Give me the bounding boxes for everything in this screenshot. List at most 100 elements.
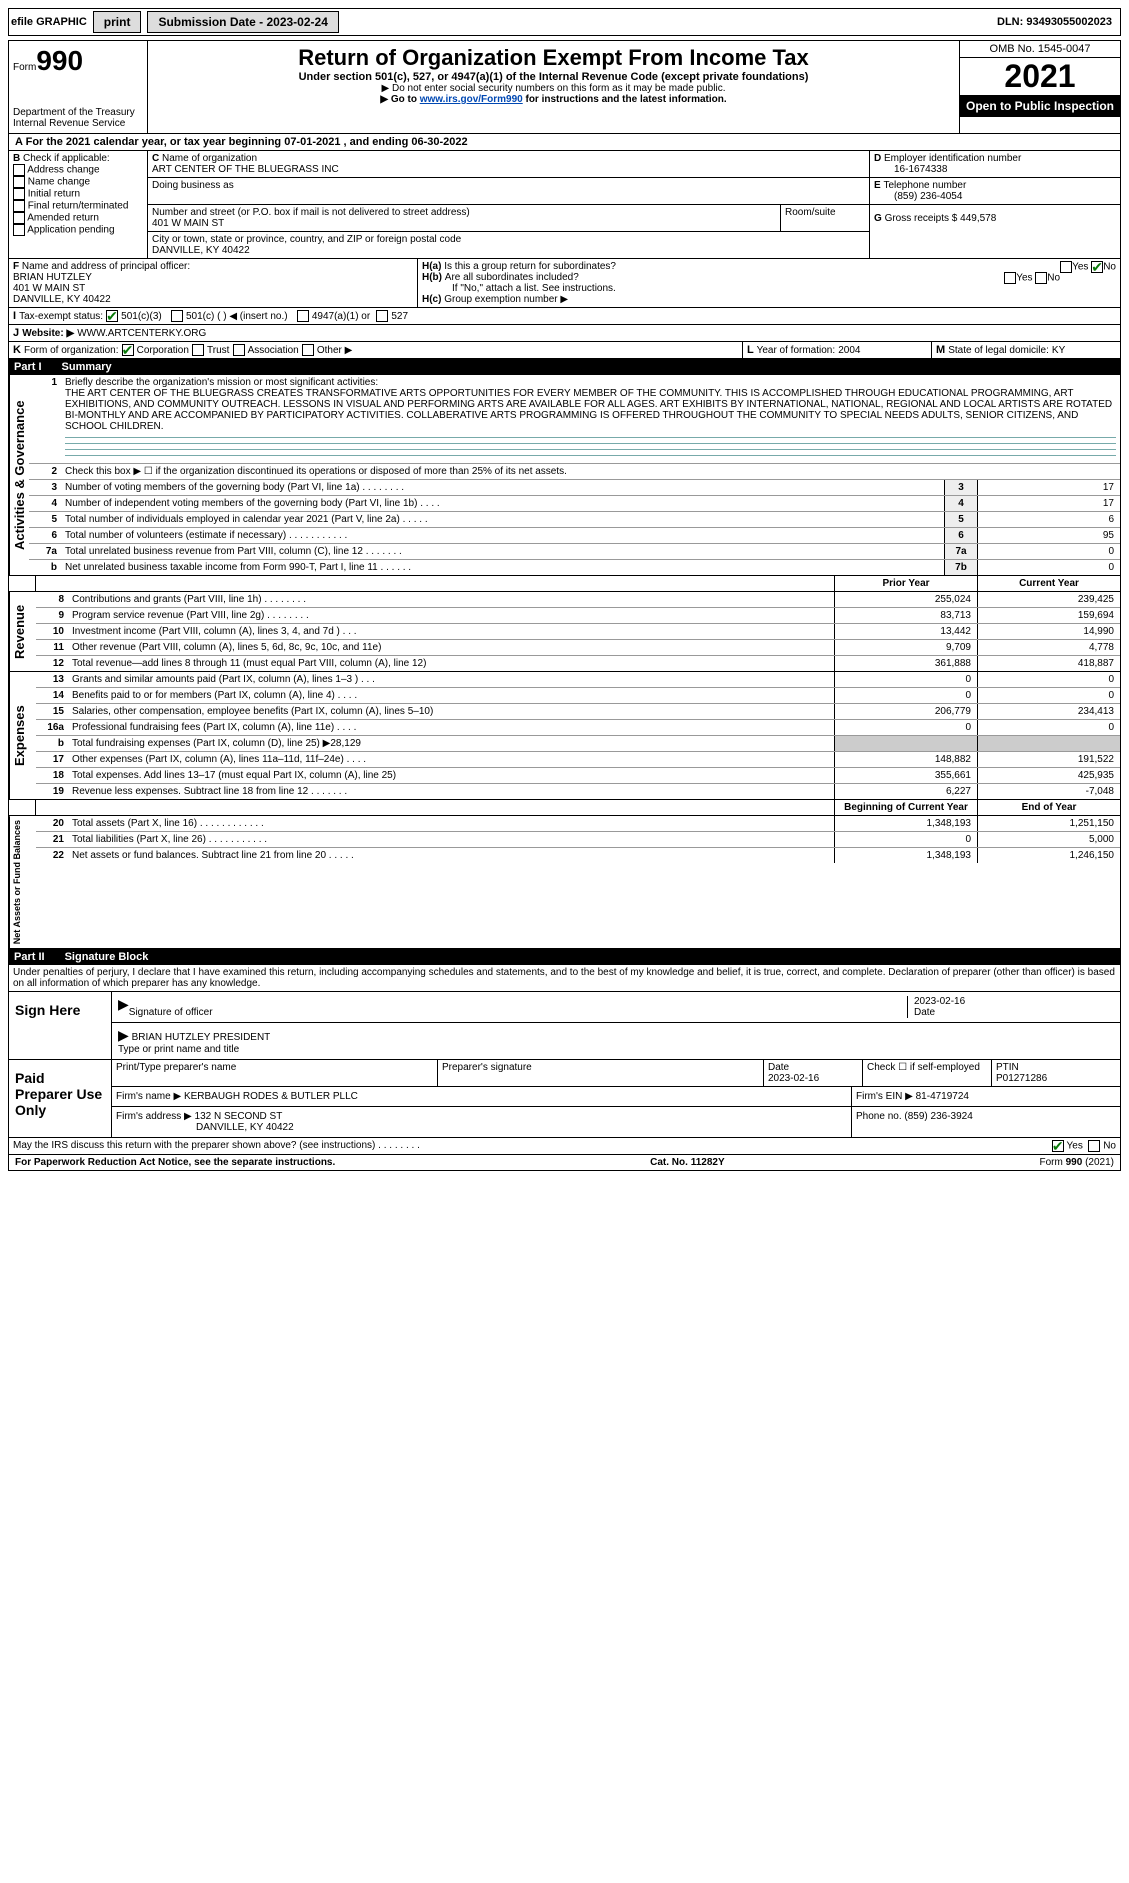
part1-title: Summary bbox=[62, 361, 112, 373]
expenses-section: Expenses 13Grants and similar amounts pa… bbox=[8, 672, 1121, 800]
501c-checkbox[interactable] bbox=[171, 310, 183, 322]
501c3-checkbox[interactable] bbox=[106, 310, 118, 322]
name-change-checkbox[interactable] bbox=[13, 176, 25, 188]
subtitle-1: Under section 501(c), 527, or 4947(a)(1)… bbox=[156, 71, 951, 83]
initial-return-checkbox[interactable] bbox=[13, 188, 25, 200]
na-side-label: Net Assets or Fund Balances bbox=[9, 816, 36, 948]
name-change-label: Name change bbox=[28, 177, 90, 188]
subtitle-2: ▶ Do not enter social security numbers o… bbox=[156, 83, 951, 94]
discuss-yes: Yes bbox=[1067, 1141, 1083, 1152]
addr-change-checkbox[interactable] bbox=[13, 164, 25, 176]
527-label: 527 bbox=[391, 311, 408, 322]
addr-change-label: Address change bbox=[27, 165, 99, 176]
entity-block: B Check if applicable: Address change Na… bbox=[8, 151, 1121, 259]
gross-value: 449,578 bbox=[960, 213, 996, 224]
mission-text: THE ART CENTER OF THE BLUEGRASS CREATES … bbox=[65, 388, 1112, 432]
financial-line: 12Total revenue—add lines 8 through 11 (… bbox=[36, 656, 1120, 671]
l-label: Year of formation: bbox=[757, 345, 836, 356]
officer-addr1: 401 W MAIN ST bbox=[13, 283, 413, 294]
paid-preparer-label: Paid Preparer Use Only bbox=[9, 1060, 112, 1137]
rev-side-label: Revenue bbox=[9, 592, 36, 671]
4947-checkbox[interactable] bbox=[297, 310, 309, 322]
discuss-no: No bbox=[1103, 1141, 1116, 1152]
trust-checkbox[interactable] bbox=[192, 344, 204, 356]
ha-no-checkbox[interactable] bbox=[1091, 261, 1103, 273]
city-value: DANVILLE, KY 40422 bbox=[152, 245, 865, 256]
prior-year-hdr: Prior Year bbox=[834, 576, 977, 591]
firm-ein-value: 81-4719724 bbox=[916, 1091, 969, 1102]
declaration-text: Under penalties of perjury, I declare th… bbox=[9, 965, 1120, 991]
firm-name-label: Firm's name ▶ bbox=[116, 1091, 181, 1102]
ha-label: Is this a group return for subordinates? bbox=[444, 261, 616, 272]
form990-link[interactable]: www.irs.gov/Form990 bbox=[420, 94, 523, 105]
gross-label: Gross receipts $ bbox=[885, 213, 958, 224]
c-name-label: Name of organization bbox=[162, 153, 257, 164]
app-pending-label: Application pending bbox=[27, 225, 114, 236]
exp-side-label: Expenses bbox=[9, 672, 36, 799]
col-hdr-row: Prior Year Current Year bbox=[8, 576, 1121, 592]
form-prefix: Form bbox=[13, 62, 36, 73]
submission-date-button[interactable]: Submission Date - 2023-02-24 bbox=[147, 11, 338, 33]
527-checkbox[interactable] bbox=[376, 310, 388, 322]
amended-return-checkbox[interactable] bbox=[13, 212, 25, 224]
financial-line: bTotal fundraising expenses (Part IX, co… bbox=[36, 736, 1120, 752]
f-h-row: F Name and address of principal officer:… bbox=[8, 259, 1121, 308]
corp-checkbox[interactable] bbox=[122, 344, 134, 356]
officer-name: BRIAN HUTZLEY bbox=[13, 272, 413, 283]
ha-yes: Yes bbox=[1072, 262, 1088, 273]
firm-addr1: 132 N SECOND ST bbox=[195, 1111, 283, 1122]
4947-label: 4947(a)(1) or bbox=[312, 311, 370, 322]
hb-label: Are all subordinates included? bbox=[445, 272, 579, 283]
financial-line: 19Revenue less expenses. Subtract line 1… bbox=[36, 784, 1120, 799]
goto-post: for instructions and the latest informat… bbox=[523, 94, 727, 105]
initial-return-label: Initial return bbox=[28, 189, 80, 200]
discuss-row: May the IRS discuss this return with the… bbox=[8, 1138, 1121, 1155]
ha-yes-checkbox[interactable] bbox=[1060, 261, 1072, 273]
summary-line: 5Total number of individuals employed in… bbox=[29, 512, 1120, 528]
assoc-label: Association bbox=[248, 345, 299, 356]
dln: DLN: 93493055002023 bbox=[997, 16, 1118, 28]
hb-no-checkbox[interactable] bbox=[1035, 272, 1047, 284]
final-return-checkbox[interactable] bbox=[13, 200, 25, 212]
financial-line: 18Total expenses. Add lines 13–17 (must … bbox=[36, 768, 1120, 784]
assoc-checkbox[interactable] bbox=[233, 344, 245, 356]
netassets-section: Net Assets or Fund Balances 20Total asse… bbox=[8, 816, 1121, 949]
form-header: Form990 Department of the Treasury Inter… bbox=[8, 40, 1121, 134]
period-row: A For the 2021 calendar year, or tax yea… bbox=[8, 134, 1121, 151]
declaration-row: Under penalties of perjury, I declare th… bbox=[8, 965, 1121, 992]
discuss-yes-checkbox[interactable] bbox=[1052, 1140, 1064, 1152]
amended-return-label: Amended return bbox=[27, 213, 99, 224]
boy-hdr: Beginning of Current Year bbox=[834, 800, 977, 815]
summary-line: 4Number of independent voting members of… bbox=[29, 496, 1120, 512]
501c-label: 501(c) ( ) ◀ (insert no.) bbox=[186, 311, 288, 322]
financial-line: 22Net assets or fund balances. Subtract … bbox=[36, 848, 1120, 863]
m-value: KY bbox=[1052, 345, 1065, 356]
dept-label: Department of the Treasury bbox=[13, 107, 143, 118]
hb-yes-checkbox[interactable] bbox=[1004, 272, 1016, 284]
financial-line: 8Contributions and grants (Part VIII, li… bbox=[36, 592, 1120, 608]
discuss-no-checkbox[interactable] bbox=[1088, 1140, 1100, 1152]
other-checkbox[interactable] bbox=[302, 344, 314, 356]
ag-side-label: Activities & Governance bbox=[9, 375, 29, 575]
q1-label: Briefly describe the organization's miss… bbox=[65, 377, 378, 388]
financial-line: 21Total liabilities (Part X, line 26) . … bbox=[36, 832, 1120, 848]
hc-label: Group exemption number ▶ bbox=[444, 294, 568, 305]
print-button[interactable]: print bbox=[93, 11, 142, 33]
omb-number: OMB No. 1545-0047 bbox=[960, 41, 1120, 58]
summary-line: 3Number of voting members of the governi… bbox=[29, 480, 1120, 496]
top-bar: efile GRAPHIC print Submission Date - 20… bbox=[8, 8, 1121, 36]
arrow-icon-2: ▶ bbox=[118, 1027, 129, 1043]
efile-label: efile GRAPHIC bbox=[11, 16, 87, 28]
city-label: City or town, state or province, country… bbox=[152, 234, 865, 245]
phone-value: (859) 236-4054 bbox=[874, 191, 1116, 202]
sign-here-block: Sign Here ▶ Signature of officer 2023-02… bbox=[8, 992, 1121, 1060]
sig-date-value: 2023-02-16 bbox=[914, 996, 1114, 1007]
part1-label: Part I bbox=[14, 361, 42, 373]
website-value: WWW.ARTCENTERKY.ORG bbox=[77, 328, 206, 339]
current-year-hdr: Current Year bbox=[977, 576, 1120, 591]
summary-line: 6Total number of volunteers (estimate if… bbox=[29, 528, 1120, 544]
app-pending-checkbox[interactable] bbox=[13, 224, 25, 236]
officer-addr2: DANVILLE, KY 40422 bbox=[13, 294, 413, 305]
financial-line: 13Grants and similar amounts paid (Part … bbox=[36, 672, 1120, 688]
other-label: Other ▶ bbox=[317, 345, 352, 356]
